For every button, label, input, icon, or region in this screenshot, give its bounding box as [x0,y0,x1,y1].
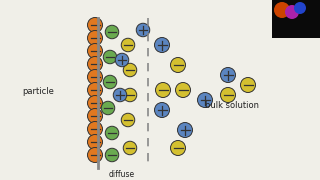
Circle shape [87,44,102,59]
Circle shape [87,96,102,111]
Circle shape [87,109,102,123]
Circle shape [121,113,135,127]
Text: particle: particle [22,87,54,96]
Circle shape [87,57,102,71]
Circle shape [294,2,306,14]
Circle shape [155,37,170,53]
Circle shape [105,148,119,162]
Text: diffuse
region: diffuse region [109,170,135,180]
Circle shape [87,82,102,98]
Circle shape [171,57,186,73]
Circle shape [123,88,137,102]
Circle shape [197,93,212,107]
Circle shape [220,87,236,102]
Circle shape [121,38,135,52]
Circle shape [175,82,190,98]
Circle shape [105,126,119,140]
Circle shape [87,122,102,136]
Circle shape [103,75,117,89]
Circle shape [155,102,170,118]
Circle shape [87,30,102,46]
Circle shape [87,134,102,150]
Text: bulk solution: bulk solution [205,100,259,109]
Circle shape [171,141,186,156]
Circle shape [285,5,299,19]
Circle shape [220,68,236,82]
Circle shape [87,69,102,84]
Circle shape [115,53,129,67]
Bar [272,0,320,38]
Circle shape [87,147,102,163]
Circle shape [156,82,171,98]
Circle shape [123,141,137,155]
Circle shape [178,123,193,138]
Circle shape [101,101,115,115]
Circle shape [113,88,127,102]
Circle shape [274,2,290,18]
Circle shape [87,17,102,33]
Circle shape [123,63,137,77]
Circle shape [136,23,150,37]
Circle shape [241,78,255,93]
Circle shape [103,50,117,64]
Circle shape [105,25,119,39]
